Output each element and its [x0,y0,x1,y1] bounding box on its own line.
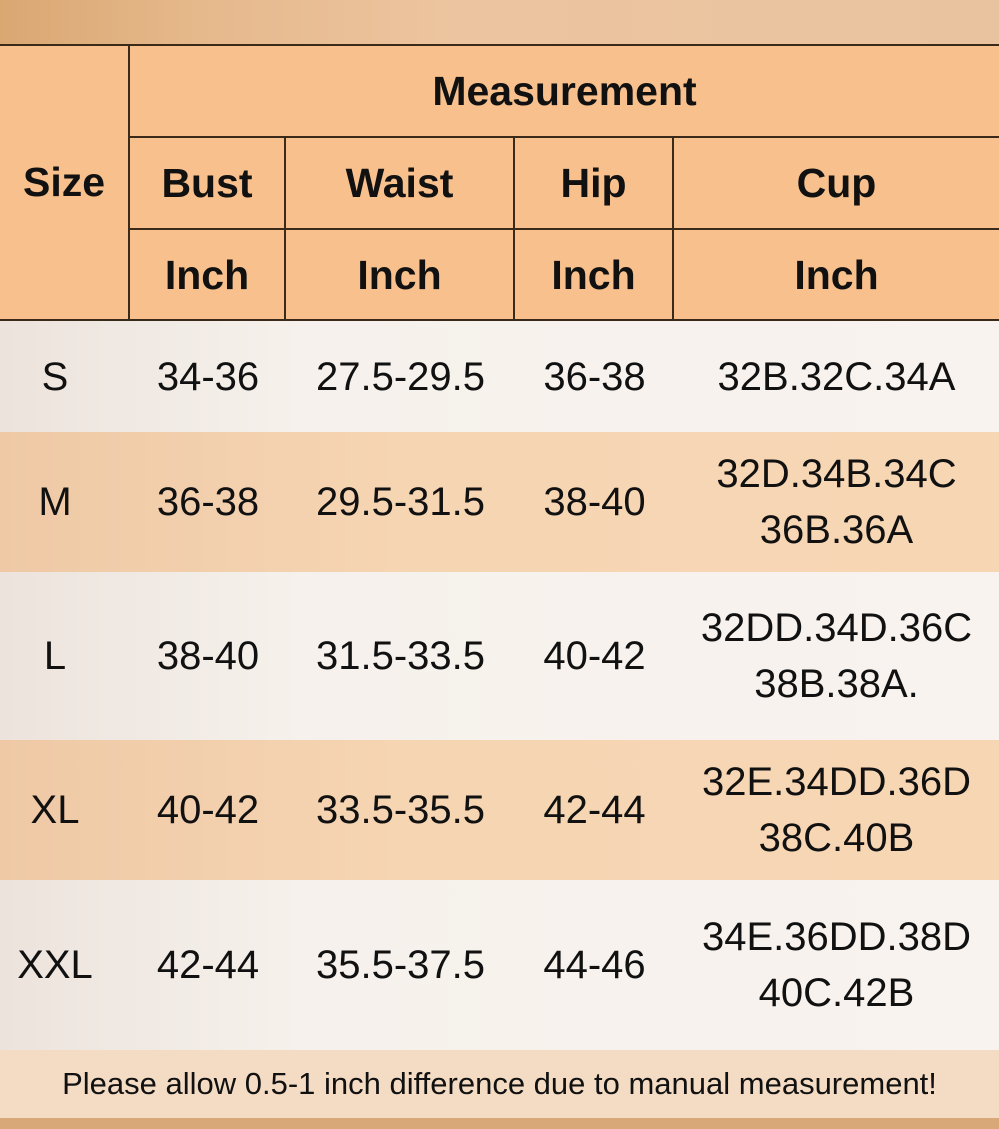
bust-cell: 34-36 [156,354,260,399]
bust-cell: 40-42 [156,788,260,832]
table-row: L 38-40 31.5-33.5 40-42 32DD.34D.36C 38B.38A. [0,572,999,740]
measurement-note: Please allow 0.5-1 inch difference due t… [0,1050,999,1118]
header-bottom-border [0,319,999,321]
cup-line: 40C.42B [758,971,915,1015]
waist-cell: 31.5-33.5 [315,634,486,678]
hip-cell: 38-40 [543,480,646,524]
hip-cell: 44-46 [543,943,646,987]
size-cell: XXL [17,943,93,987]
cup-line: 32D.34B.34C [716,452,957,496]
cup-cell: 34E.36DD.38D 40C.42B [674,880,999,1050]
cup-line: 36B.36A [759,508,914,552]
table-row: M 36-38 29.5-31.5 38-40 32D.34B.34C 36B.36A [0,432,999,572]
table-row: XXL 42-44 35.5-37.5 44-46 34E.36DD.38D 40C.42… [0,880,999,1050]
hip-cell: 42-44 [543,788,646,832]
waist-cell: 27.5-29.5 [315,354,486,399]
bust-cell: 36-38 [156,480,260,524]
background-image-strip [0,0,999,45]
measurement-header: Measurement [130,46,999,138]
cup-header: Cup [674,138,999,230]
waist-cell: 33.5-35.5 [315,788,486,832]
background-image-strip-bottom [0,1118,999,1129]
bust-cell: 38-40 [156,634,260,678]
cup-cell: 32DD.34D.36C 38B.38A. [674,572,999,740]
size-cell: M [38,480,72,524]
bust-unit: Inch [130,230,286,321]
size-header: Size [0,46,130,321]
bust-header: Bust [130,138,286,230]
hip-cell: 40-42 [543,634,646,678]
cup-line: 38B.38A. [754,662,919,706]
waist-unit: Inch [286,230,515,321]
waist-cell: 35.5-37.5 [315,943,486,987]
table-top-border [0,44,999,46]
cup-line: 32DD.34D.36C [700,606,973,650]
size-cell: XL [30,788,80,832]
cup-cell: 32D.34B.34C 36B.36A [674,432,999,572]
waist-header: Waist [286,138,515,230]
cup-line: 32B.32C.34A [717,354,956,399]
table-row: XL 40-42 33.5-35.5 42-44 32E.34DD.36D 38C.40B [0,740,999,880]
cup-cell: 32E.34DD.36D 38C.40B [674,740,999,880]
cup-line: 32E.34DD.36D [701,760,972,804]
cup-unit: Inch [674,230,999,321]
size-cell: L [43,634,67,678]
table-row: S 34-36 27.5-29.5 36-38 32B.32C.34A [0,321,999,432]
hip-cell: 36-38 [543,354,646,399]
cup-line: 34E.36DD.38D [701,915,972,959]
size-cell: S [41,354,69,399]
bust-cell: 42-44 [156,943,260,987]
hip-unit: Inch [515,230,674,321]
waist-cell: 29.5-31.5 [315,480,486,524]
cup-cell: 32B.32C.34A [674,321,999,432]
hip-header: Hip [515,138,674,230]
cup-line: 38C.40B [758,816,915,860]
